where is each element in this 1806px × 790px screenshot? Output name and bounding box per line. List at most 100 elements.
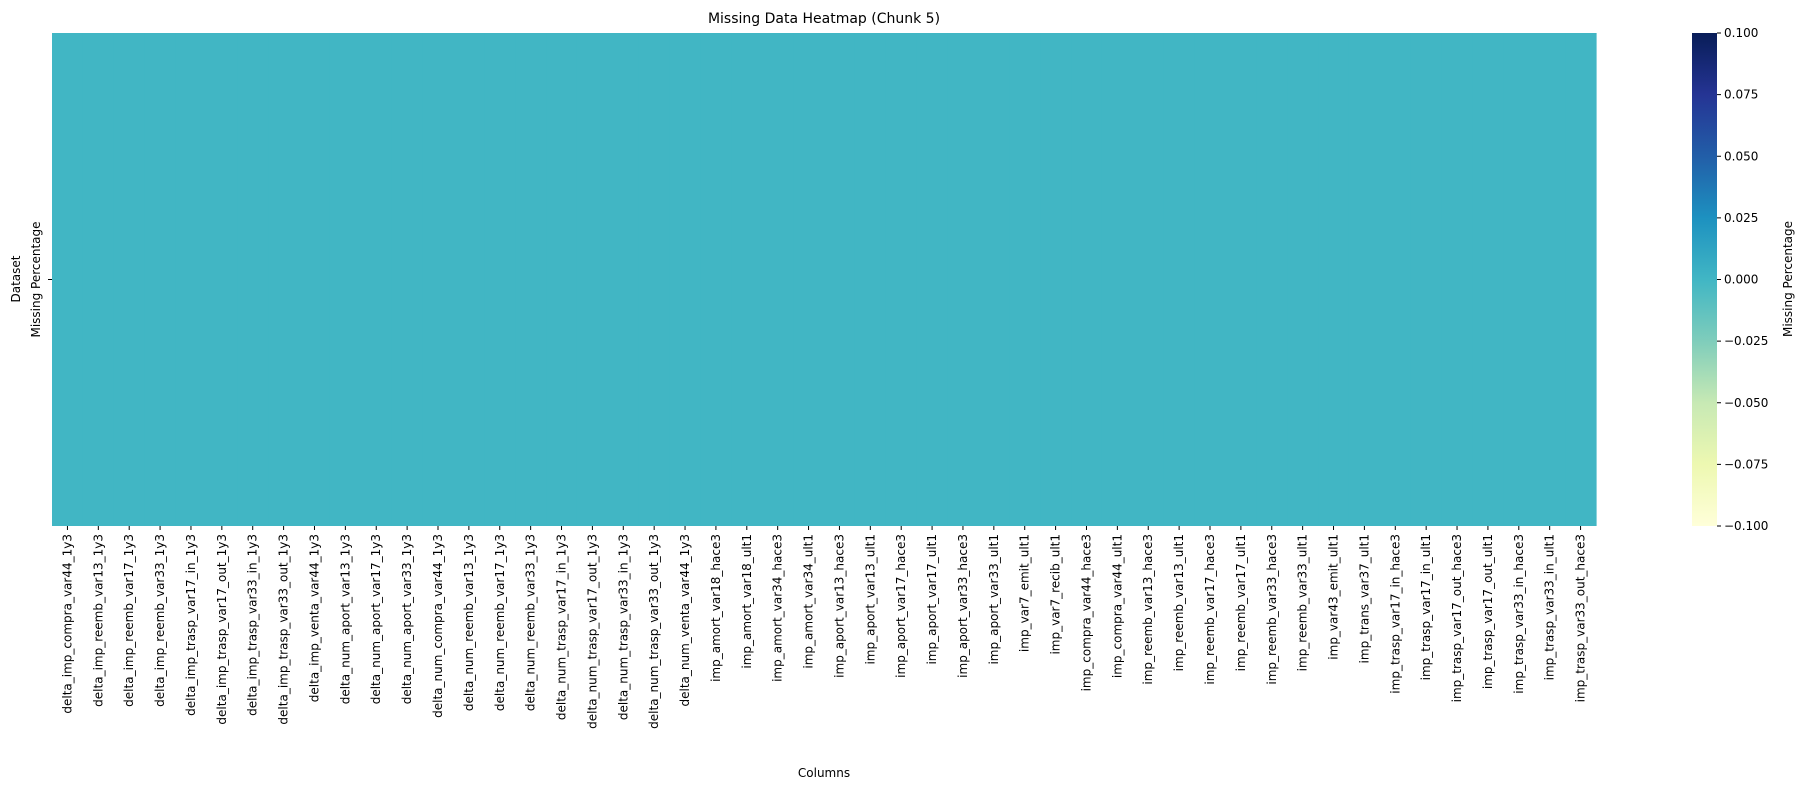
- heatmap-cell: [299, 33, 331, 526]
- heatmap-cell: [854, 33, 887, 526]
- column-label: imp_var7_recib_ult1: [1049, 534, 1063, 655]
- colorbar-tick-label: 0.075: [1724, 88, 1758, 102]
- heatmap-cell: [453, 33, 485, 526]
- heatmap-cell: [360, 33, 393, 526]
- heatmap-cell: [144, 33, 177, 526]
- heatmap-cell: [546, 33, 578, 526]
- heatmap-cell: [1132, 33, 1165, 526]
- column-label: imp_reemb_var13_ult1: [1172, 534, 1186, 671]
- column-label: imp_trasp_var33_out_hace3: [1574, 534, 1588, 702]
- heatmap-cell: [1009, 33, 1041, 526]
- heatmap-cell: [1472, 33, 1504, 526]
- heatmap-cell: [206, 33, 238, 526]
- column-label: imp_var43_emit_ult1: [1327, 534, 1341, 660]
- column-label: delta_imp_reemb_var13_1y3: [91, 534, 105, 707]
- heatmap-cell: [669, 33, 702, 526]
- colorbar-tick-label: −0.100: [1724, 519, 1768, 533]
- heatmap-cell: [268, 33, 300, 526]
- chart-title: Missing Data Heatmap (Chunk 5): [708, 11, 940, 27]
- heatmap-cell: [1163, 33, 1196, 526]
- column-label: imp_aport_var17_ult1: [925, 534, 939, 665]
- column-label: imp_aport_var33_hace3: [956, 534, 970, 678]
- column-label: imp_var7_emit_ult1: [1018, 534, 1032, 652]
- heatmap-cell: [175, 33, 207, 526]
- heatmap-cell: [1565, 33, 1597, 526]
- column-label: imp_trans_var37_ult1: [1357, 534, 1371, 663]
- column-label: imp_amort_var34_hace3: [771, 534, 785, 682]
- heatmap-cell: [1410, 33, 1443, 526]
- heatmap-cell: [762, 33, 794, 526]
- colorbar-gradient: [1692, 33, 1717, 526]
- row-labels: Missing Percentage: [29, 221, 52, 338]
- column-label: delta_imp_reemb_var33_1y3: [153, 534, 167, 707]
- heatmap-cell: [1318, 33, 1350, 526]
- heatmap-cell: [52, 33, 84, 526]
- colorbar-tick-label: 0.025: [1724, 211, 1758, 225]
- column-label: delta_num_trasp_var33_out_1y3: [647, 534, 661, 729]
- heatmap-cell: [113, 33, 146, 526]
- column-label: imp_trasp_var17_in_hace3: [1388, 534, 1402, 694]
- column-label: imp_trasp_var17_in_ult1: [1419, 534, 1433, 680]
- heatmap-cell: [1348, 33, 1381, 526]
- heatmap-cell: [422, 33, 455, 526]
- column-label: imp_aport_var13_hace3: [832, 534, 846, 678]
- column-label: delta_imp_trasp_var17_out_1y3: [215, 534, 229, 725]
- colorbar-label: Missing Percentage: [1781, 221, 1795, 337]
- colorbar-tick-label: 0.000: [1724, 273, 1758, 287]
- column-label: delta_imp_trasp_var33_in_1y3: [246, 534, 260, 716]
- column-label: imp_trasp_var33_in_hace3: [1512, 534, 1526, 694]
- heatmap-cell: [1379, 33, 1412, 526]
- column-label: imp_trasp_var17_out_ult1: [1481, 534, 1495, 689]
- column-label: delta_imp_trasp_var17_in_1y3: [184, 534, 198, 716]
- column-label: imp_compra_var44_ult1: [1110, 534, 1124, 678]
- row-label: Missing Percentage: [29, 221, 43, 337]
- column-label: delta_num_reemb_var17_1y3: [493, 534, 507, 711]
- heatmap-cell: [824, 33, 856, 526]
- column-label: imp_amort_var18_hace3: [709, 534, 723, 682]
- heatmap-cells: [52, 33, 1597, 526]
- colorbar-tick-label: −0.025: [1724, 334, 1768, 348]
- column-label: delta_imp_trasp_var33_out_1y3: [277, 534, 291, 725]
- heatmap-cell: [1441, 33, 1474, 526]
- column-label: delta_imp_compra_var44_1y3: [60, 534, 74, 714]
- y-axis-label: Dataset: [9, 255, 23, 302]
- heatmap-cell: [607, 33, 640, 526]
- column-labels: delta_imp_compra_var44_1y3 delta_imp_reem…: [60, 526, 1588, 729]
- column-label: delta_num_aport_var13_1y3: [338, 534, 352, 704]
- heatmap-cell: [1225, 33, 1257, 526]
- column-label: imp_compra_var44_hace3: [1079, 534, 1093, 691]
- heatmap-cell: [515, 33, 547, 526]
- heatmap-cell: [1534, 33, 1566, 526]
- heatmap-cell: [237, 33, 269, 526]
- column-label: delta_num_aport_var17_1y3: [369, 534, 383, 704]
- column-label: imp_trasp_var33_in_ult1: [1543, 534, 1557, 680]
- column-label: imp_trasp_var17_out_hace3: [1450, 534, 1464, 702]
- heatmap-cell: [1040, 33, 1072, 526]
- heatmap-cell: [1287, 33, 1319, 526]
- heatmap-cell: [329, 33, 362, 526]
- heatmap-cell: [978, 33, 1010, 526]
- heatmap-cell: [1194, 33, 1227, 526]
- column-label: imp_reemb_var13_hace3: [1141, 534, 1155, 685]
- column-label: imp_aport_var13_ult1: [863, 534, 877, 665]
- heatmap-cell: [82, 33, 115, 526]
- column-label: delta_num_reemb_var13_1y3: [462, 534, 476, 711]
- column-label: delta_num_compra_var44_1y3: [431, 534, 445, 718]
- heatmap-cell: [947, 33, 979, 526]
- colorbar-tick-label: 0.100: [1724, 26, 1758, 40]
- heatmap-cell: [916, 33, 949, 526]
- column-label: delta_imp_reemb_var17_1y3: [122, 534, 136, 707]
- column-label: delta_num_venta_var44_1y3: [678, 534, 692, 706]
- column-label: imp_amort_var18_ult1: [740, 534, 754, 669]
- column-label: imp_reemb_var17_ult1: [1234, 534, 1248, 671]
- heatmap-cell: [885, 33, 918, 526]
- column-label: delta_num_trasp_var17_out_1y3: [585, 534, 599, 729]
- column-label: delta_imp_venta_var44_1y3: [307, 534, 321, 702]
- column-label: imp_aport_var17_hace3: [894, 534, 908, 678]
- heatmap-cell: [576, 33, 609, 526]
- heatmap-cell: [638, 33, 671, 526]
- colorbar-tick-label: −0.075: [1724, 457, 1768, 471]
- heatmap-cell: [484, 33, 516, 526]
- heatmap-cell: [1503, 33, 1535, 526]
